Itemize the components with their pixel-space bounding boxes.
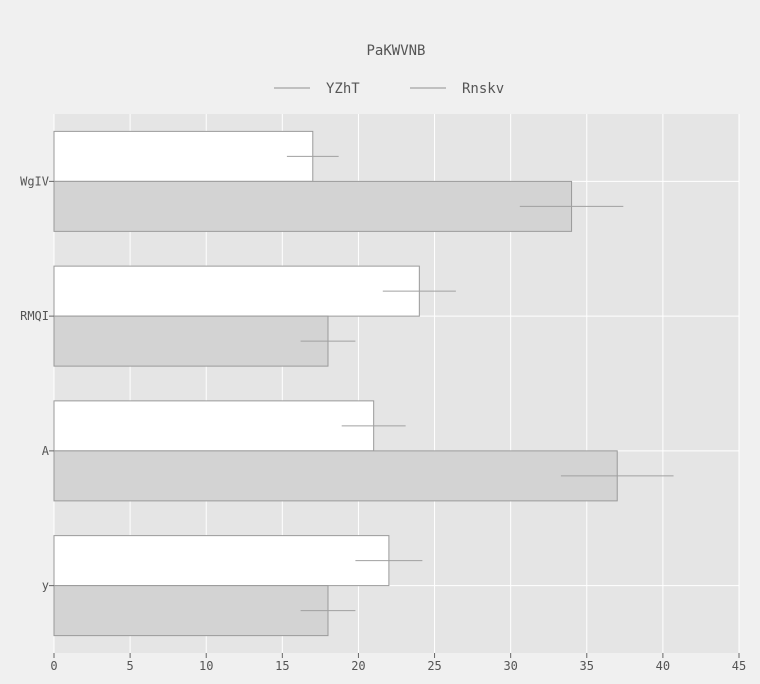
bar-YZhT-A xyxy=(53,400,375,452)
bar-Rnskv-WgIV xyxy=(53,180,573,232)
x-tick-label: 15 xyxy=(275,659,289,673)
x-tick-label: 40 xyxy=(656,659,670,673)
x-tick-label: 20 xyxy=(351,659,365,673)
x-tick-label: 5 xyxy=(126,659,133,673)
y-tick-label: RMQI xyxy=(20,309,49,323)
bar-YZhT-RMQI xyxy=(53,265,420,317)
y-tick-label: WgIV xyxy=(20,174,49,188)
x-tick-label: 35 xyxy=(580,659,594,673)
y-tick-label: y xyxy=(42,579,49,593)
chart-title: PaKWVNB xyxy=(366,43,425,59)
bar-Rnskv-RMQI xyxy=(53,315,329,367)
x-tick-label: 30 xyxy=(503,659,517,673)
legend: YZhT Rnskv xyxy=(274,81,504,97)
bar-YZhT-y xyxy=(53,535,390,587)
legend-label-YZhT: YZhT xyxy=(326,81,360,97)
error-bars xyxy=(286,155,674,612)
x-tick-label: 45 xyxy=(732,659,746,673)
y-tick-label: A xyxy=(42,444,50,458)
x-tick-label: 25 xyxy=(427,659,441,673)
x-tick-label: 10 xyxy=(199,659,213,673)
x-tick-label: 0 xyxy=(50,659,57,673)
legend-label-Rnskv: Rnskv xyxy=(462,81,504,97)
bar-Rnskv-A xyxy=(53,450,618,502)
bar-YZhT-WgIV xyxy=(53,130,314,182)
bar-Rnskv-y xyxy=(53,585,329,637)
y-axis: WgIV RMQI Ay xyxy=(20,174,54,593)
x-axis: 0 5 10 15 20 25 30 35 40 45 xyxy=(50,653,746,673)
bars xyxy=(53,130,618,637)
